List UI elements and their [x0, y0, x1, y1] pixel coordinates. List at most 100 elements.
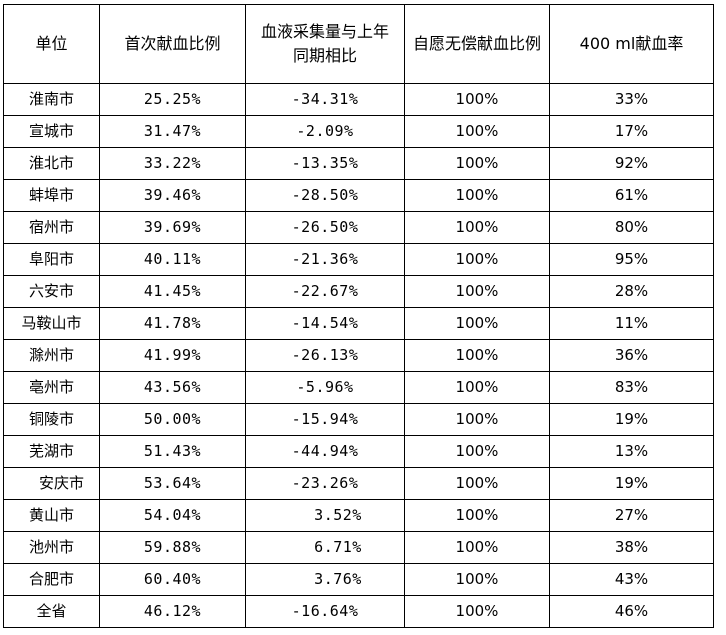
- rate-400ml-cell: 83%: [549, 371, 714, 404]
- header-400ml-rate: 400 ml献血率: [549, 4, 714, 84]
- unit-cell: 六安市: [3, 275, 100, 308]
- table-row: 池州市 59.88% 6.71% 100% 38%: [3, 531, 714, 564]
- collection-change-cell: -26.50%: [245, 211, 405, 244]
- voluntary-ratio-cell: 100%: [404, 435, 550, 468]
- table-row: 芜湖市 51.43% -44.94% 100% 13%: [3, 435, 714, 468]
- unit-cell: 芜湖市: [3, 435, 100, 468]
- unit-cell: 滁州市: [3, 339, 100, 372]
- first-donation-ratio-cell: 41.78%: [99, 307, 246, 340]
- first-donation-ratio-cell: 51.43%: [99, 435, 246, 468]
- first-donation-ratio-cell: 53.64%: [99, 467, 246, 500]
- rate-400ml-cell: 17%: [549, 115, 714, 148]
- table-body: 淮南市 25.25% -34.31% 100% 33% 宣城市 31.47% -…: [3, 83, 714, 628]
- voluntary-ratio-cell: 100%: [404, 307, 550, 340]
- table-row: 马鞍山市 41.78% -14.54% 100% 11%: [3, 307, 714, 340]
- table-row: 滁州市 41.99% -26.13% 100% 36%: [3, 339, 714, 372]
- rate-400ml-cell: 19%: [549, 467, 714, 500]
- first-donation-ratio-cell: 41.99%: [99, 339, 246, 372]
- table-row: 黄山市 54.04% 3.52% 100% 27%: [3, 499, 714, 532]
- first-donation-ratio-cell: 40.11%: [99, 243, 246, 276]
- table-row-total: 全省 46.12% -16.64% 100% 46%: [3, 595, 714, 628]
- voluntary-ratio-cell: 100%: [404, 83, 550, 116]
- unit-cell: 安庆市: [3, 467, 100, 500]
- unit-cell: 合肥市: [3, 563, 100, 596]
- unit-cell: 全省: [3, 595, 100, 628]
- header-unit: 单位: [3, 4, 100, 84]
- collection-change-cell: -2.09%: [245, 115, 405, 148]
- table-row: 亳州市 43.56% -5.96% 100% 83%: [3, 371, 714, 404]
- collection-change-cell: -44.94%: [245, 435, 405, 468]
- rate-400ml-cell: 28%: [549, 275, 714, 308]
- rate-400ml-cell: 80%: [549, 211, 714, 244]
- rate-400ml-cell: 27%: [549, 499, 714, 532]
- rate-400ml-cell: 43%: [549, 563, 714, 596]
- first-donation-ratio-cell: 39.69%: [99, 211, 246, 244]
- voluntary-ratio-cell: 100%: [404, 467, 550, 500]
- header-first-donation-ratio: 首次献血比例: [99, 4, 246, 84]
- collection-change-cell: 3.52%: [245, 499, 405, 532]
- collection-change-cell: -23.26%: [245, 467, 405, 500]
- voluntary-ratio-cell: 100%: [404, 211, 550, 244]
- table-row: 铜陵市 50.00% -15.94% 100% 19%: [3, 403, 714, 436]
- blood-donation-table: 单位 首次献血比例 血液采集量与上年同期相比 自愿无偿献血比例 400 ml献血…: [3, 4, 714, 628]
- unit-cell: 淮北市: [3, 147, 100, 180]
- rate-400ml-cell: 61%: [549, 179, 714, 212]
- unit-cell: 蚌埠市: [3, 179, 100, 212]
- voluntary-ratio-cell: 100%: [404, 339, 550, 372]
- rate-400ml-cell: 95%: [549, 243, 714, 276]
- table-row: 安庆市 53.64% -23.26% 100% 19%: [3, 467, 714, 500]
- voluntary-ratio-cell: 100%: [404, 499, 550, 532]
- rate-400ml-cell: 36%: [549, 339, 714, 372]
- collection-change-cell: 6.71%: [245, 531, 405, 564]
- collection-change-cell: -13.35%: [245, 147, 405, 180]
- table-row: 淮南市 25.25% -34.31% 100% 33%: [3, 83, 714, 116]
- first-donation-ratio-cell: 31.47%: [99, 115, 246, 148]
- header-voluntary-ratio: 自愿无偿献血比例: [404, 4, 550, 84]
- unit-cell: 马鞍山市: [3, 307, 100, 340]
- unit-cell: 淮南市: [3, 83, 100, 116]
- rate-400ml-cell: 19%: [549, 403, 714, 436]
- collection-change-cell: -5.96%: [245, 371, 405, 404]
- unit-cell: 阜阳市: [3, 243, 100, 276]
- first-donation-ratio-cell: 39.46%: [99, 179, 246, 212]
- rate-400ml-cell: 33%: [549, 83, 714, 116]
- table-row: 宣城市 31.47% -2.09% 100% 17%: [3, 115, 714, 148]
- voluntary-ratio-cell: 100%: [404, 563, 550, 596]
- first-donation-ratio-cell: 50.00%: [99, 403, 246, 436]
- voluntary-ratio-cell: 100%: [404, 147, 550, 180]
- collection-change-cell: -15.94%: [245, 403, 405, 436]
- rate-400ml-cell: 11%: [549, 307, 714, 340]
- table-row: 六安市 41.45% -22.67% 100% 28%: [3, 275, 714, 308]
- voluntary-ratio-cell: 100%: [404, 179, 550, 212]
- voluntary-ratio-cell: 100%: [404, 371, 550, 404]
- rate-400ml-cell: 13%: [549, 435, 714, 468]
- rate-400ml-cell: 92%: [549, 147, 714, 180]
- collection-change-cell: -16.64%: [245, 595, 405, 628]
- first-donation-ratio-cell: 33.22%: [99, 147, 246, 180]
- unit-cell: 黄山市: [3, 499, 100, 532]
- unit-cell: 宿州市: [3, 211, 100, 244]
- table-row: 阜阳市 40.11% -21.36% 100% 95%: [3, 243, 714, 276]
- table-row: 蚌埠市 39.46% -28.50% 100% 61%: [3, 179, 714, 212]
- table-row: 宿州市 39.69% -26.50% 100% 80%: [3, 211, 714, 244]
- collection-change-cell: -34.31%: [245, 83, 405, 116]
- voluntary-ratio-cell: 100%: [404, 275, 550, 308]
- first-donation-ratio-cell: 41.45%: [99, 275, 246, 308]
- voluntary-ratio-cell: 100%: [404, 403, 550, 436]
- unit-cell: 池州市: [3, 531, 100, 564]
- unit-cell: 铜陵市: [3, 403, 100, 436]
- unit-cell: 宣城市: [3, 115, 100, 148]
- rate-400ml-cell: 46%: [549, 595, 714, 628]
- collection-change-cell: 3.76%: [245, 563, 405, 596]
- first-donation-ratio-cell: 43.56%: [99, 371, 246, 404]
- header-collection-change: 血液采集量与上年同期相比: [245, 4, 405, 84]
- first-donation-ratio-cell: 25.25%: [99, 83, 246, 116]
- voluntary-ratio-cell: 100%: [404, 531, 550, 564]
- collection-change-cell: -26.13%: [245, 339, 405, 372]
- header-row: 单位 首次献血比例 血液采集量与上年同期相比 自愿无偿献血比例 400 ml献血…: [3, 4, 714, 84]
- unit-cell: 亳州市: [3, 371, 100, 404]
- voluntary-ratio-cell: 100%: [404, 243, 550, 276]
- voluntary-ratio-cell: 100%: [404, 595, 550, 628]
- voluntary-ratio-cell: 100%: [404, 115, 550, 148]
- collection-change-cell: -22.67%: [245, 275, 405, 308]
